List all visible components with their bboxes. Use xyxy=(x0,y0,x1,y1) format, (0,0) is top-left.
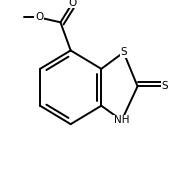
Text: S: S xyxy=(120,47,127,57)
Text: O: O xyxy=(68,0,77,8)
Text: NH: NH xyxy=(114,115,129,125)
Text: O: O xyxy=(35,12,43,23)
Text: S: S xyxy=(161,81,168,91)
